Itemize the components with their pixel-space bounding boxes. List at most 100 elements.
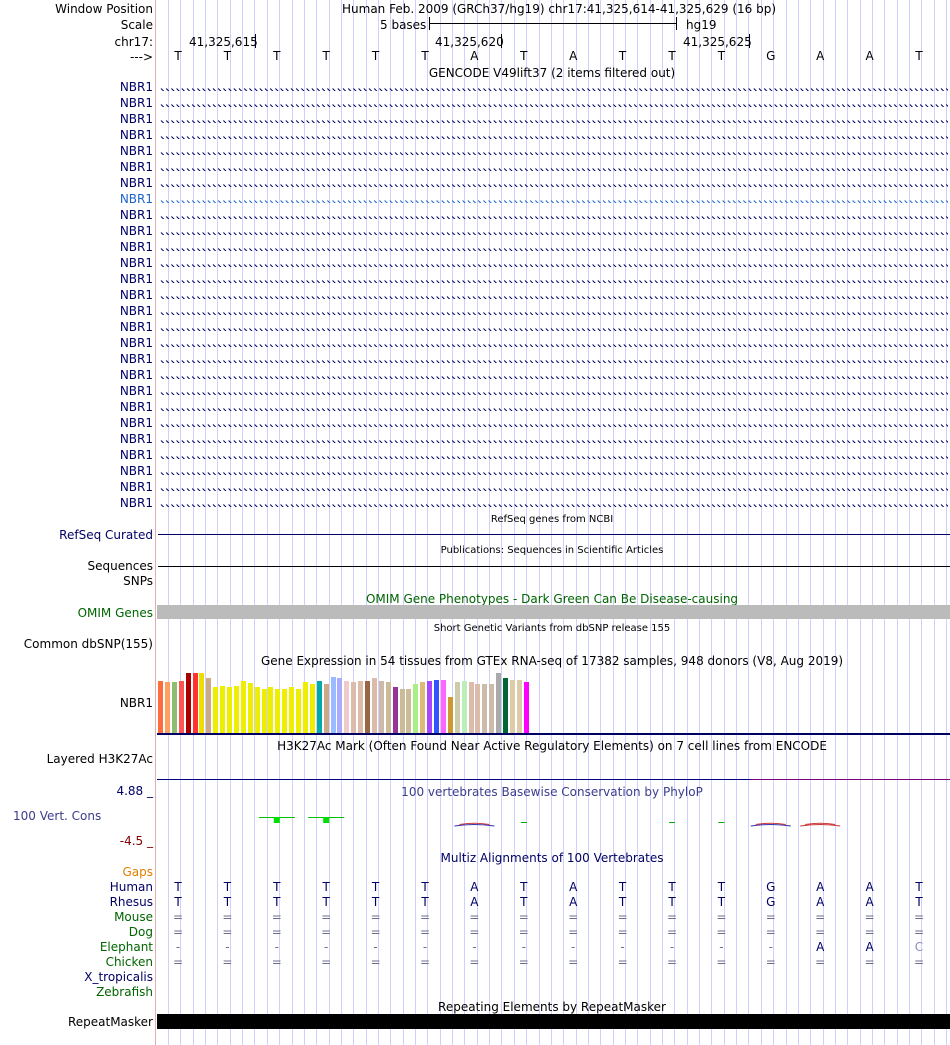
- gtex-tissue-bar[interactable]: [213, 687, 219, 733]
- gencode-transcript[interactable]: [158, 244, 948, 251]
- gencode-transcript[interactable]: [158, 212, 948, 219]
- gencode-transcript[interactable]: [158, 164, 948, 171]
- gencode-gene-label[interactable]: NBR1: [119, 464, 153, 478]
- sequences-label[interactable]: Sequences: [87, 559, 153, 573]
- snps-label[interactable]: SNPs: [123, 574, 153, 588]
- gencode-gene-label[interactable]: NBR1: [119, 160, 153, 174]
- gtex-tissue-bar[interactable]: [199, 673, 205, 733]
- gencode-gene-label[interactable]: NBR1: [119, 400, 153, 414]
- gtex-tissue-bar[interactable]: [358, 681, 364, 733]
- gtex-tissue-bar[interactable]: [489, 684, 495, 733]
- gtex-tissue-bar[interactable]: [365, 681, 370, 733]
- phylop-graph[interactable]: [157, 800, 950, 850]
- gtex-tissue-bar[interactable]: [454, 682, 460, 733]
- multiz-track-title[interactable]: Multiz Alignments of 100 Vertebrates: [440, 851, 664, 865]
- multiz-species-label[interactable]: X_tropicalis: [84, 970, 153, 984]
- gencode-gene-label[interactable]: NBR1: [119, 288, 153, 302]
- gencode-transcript[interactable]: [158, 196, 948, 203]
- multiz-species-label[interactable]: Rhesus: [109, 895, 153, 909]
- gencode-transcript[interactable]: [158, 148, 948, 155]
- gencode-gene-label[interactable]: NBR1: [119, 480, 153, 494]
- gencode-gene-label[interactable]: NBR1: [119, 208, 153, 222]
- gencode-transcript[interactable]: [158, 372, 948, 379]
- gtex-tissue-bar[interactable]: [468, 682, 474, 733]
- gencode-transcript[interactable]: [158, 308, 948, 315]
- gencode-gene-label[interactable]: NBR1: [119, 320, 153, 334]
- gtex-tissue-bar[interactable]: [227, 687, 232, 733]
- gtex-tissue-bar[interactable]: [413, 684, 419, 733]
- gencode-transcript[interactable]: [158, 356, 948, 363]
- repeatmasker-track-title[interactable]: Repeating Elements by RepeatMasker: [438, 1000, 666, 1014]
- gtex-tissue-bar[interactable]: [289, 687, 295, 733]
- gencode-transcript[interactable]: [158, 116, 948, 123]
- multiz-species-label[interactable]: Mouse: [114, 910, 153, 924]
- gencode-transcript[interactable]: [158, 404, 948, 411]
- refseq-track-title[interactable]: RefSeq genes from NCBI: [490, 514, 614, 525]
- gtex-tissue-bar[interactable]: [475, 684, 481, 733]
- gencode-transcript[interactable]: [158, 292, 948, 299]
- gtex-gene-label[interactable]: NBR1: [119, 696, 153, 710]
- gencode-gene-label[interactable]: NBR1: [119, 448, 153, 462]
- gencode-transcript[interactable]: [158, 100, 948, 107]
- phylop-label[interactable]: 100 Vert. Cons: [13, 809, 102, 823]
- gtex-tissue-bar[interactable]: [309, 684, 315, 733]
- gtex-tissue-bar[interactable]: [427, 681, 433, 733]
- gencode-gene-label[interactable]: NBR1: [119, 336, 153, 350]
- sequences-line[interactable]: [158, 566, 950, 567]
- gtex-tissue-bar[interactable]: [406, 689, 412, 733]
- gtex-tissue-bar[interactable]: [399, 689, 405, 733]
- gtex-tissue-bar[interactable]: [261, 689, 267, 733]
- gencode-transcript[interactable]: [158, 436, 948, 443]
- gtex-tissue-bar[interactable]: [171, 682, 177, 733]
- gencode-gene-label[interactable]: NBR1: [119, 432, 153, 446]
- gtex-tissue-bar[interactable]: [509, 680, 515, 733]
- multiz-species-label[interactable]: Chicken: [105, 955, 153, 969]
- gencode-gene-label[interactable]: NBR1: [119, 368, 153, 382]
- gtex-tissue-bar[interactable]: [158, 681, 163, 733]
- gencode-transcript[interactable]: [158, 84, 948, 91]
- refseq-label[interactable]: RefSeq Curated: [59, 528, 153, 542]
- gtex-tissue-bar[interactable]: [434, 680, 439, 733]
- dbsnp-label[interactable]: Common dbSNP(155): [23, 637, 153, 651]
- gtex-tissue-bar[interactable]: [296, 689, 301, 733]
- omim-track-title[interactable]: OMIM Gene Phenotypes - Dark Green Can Be…: [365, 592, 739, 606]
- publications-track-title[interactable]: Publications: Sequences in Scientific Ar…: [440, 545, 664, 556]
- gencode-transcript[interactable]: [158, 340, 948, 347]
- gencode-gene-label[interactable]: NBR1: [119, 112, 153, 126]
- gencode-gene-label[interactable]: NBR1: [119, 304, 153, 318]
- gtex-tissue-bar[interactable]: [337, 678, 343, 733]
- dbsnp-track-title[interactable]: Short Genetic Variants from dbSNP releas…: [433, 623, 671, 634]
- gtex-tissue-bar[interactable]: [268, 687, 274, 733]
- gencode-transcript[interactable]: [158, 276, 948, 283]
- gaps-label[interactable]: Gaps: [122, 865, 153, 879]
- gencode-gene-label[interactable]: NBR1: [119, 128, 153, 142]
- gencode-gene-label[interactable]: NBR1: [119, 240, 153, 254]
- multiz-species-label[interactable]: Elephant: [99, 940, 153, 954]
- gencode-transcript[interactable]: [158, 324, 948, 331]
- omim-gene-bar[interactable]: [157, 605, 950, 619]
- h3k27ac-label[interactable]: Layered H3K27Ac: [46, 752, 153, 766]
- gtex-tissue-bar[interactable]: [378, 681, 384, 733]
- gtex-tissue-bar[interactable]: [275, 689, 281, 733]
- gtex-tissue-bar[interactable]: [392, 687, 398, 733]
- gencode-gene-label[interactable]: NBR1: [119, 416, 153, 430]
- gencode-transcript[interactable]: [158, 388, 948, 395]
- gtex-expression-chart[interactable]: [157, 668, 547, 733]
- gencode-transcript[interactable]: [158, 468, 948, 475]
- gencode-gene-label[interactable]: NBR1: [119, 144, 153, 158]
- gtex-tissue-bar[interactable]: [302, 682, 308, 733]
- gencode-transcript[interactable]: [158, 484, 948, 491]
- gtex-tissue-bar[interactable]: [254, 687, 260, 733]
- gencode-gene-label[interactable]: NBR1: [119, 176, 153, 190]
- gtex-tissue-bar[interactable]: [461, 681, 467, 733]
- gencode-transcript[interactable]: [158, 228, 948, 235]
- gtex-tissue-bar[interactable]: [351, 682, 357, 733]
- gencode-gene-label[interactable]: NBR1: [119, 224, 153, 238]
- gtex-tissue-bar[interactable]: [344, 681, 350, 733]
- gencode-gene-label[interactable]: NBR1: [119, 192, 153, 206]
- h3k27ac-track-title[interactable]: H3K27Ac Mark (Often Found Near Active Re…: [277, 739, 827, 753]
- gencode-gene-label[interactable]: NBR1: [119, 80, 153, 94]
- gtex-tissue-bar[interactable]: [323, 684, 329, 733]
- gtex-tissue-bar[interactable]: [185, 673, 191, 733]
- gtex-tissue-bar[interactable]: [447, 697, 453, 733]
